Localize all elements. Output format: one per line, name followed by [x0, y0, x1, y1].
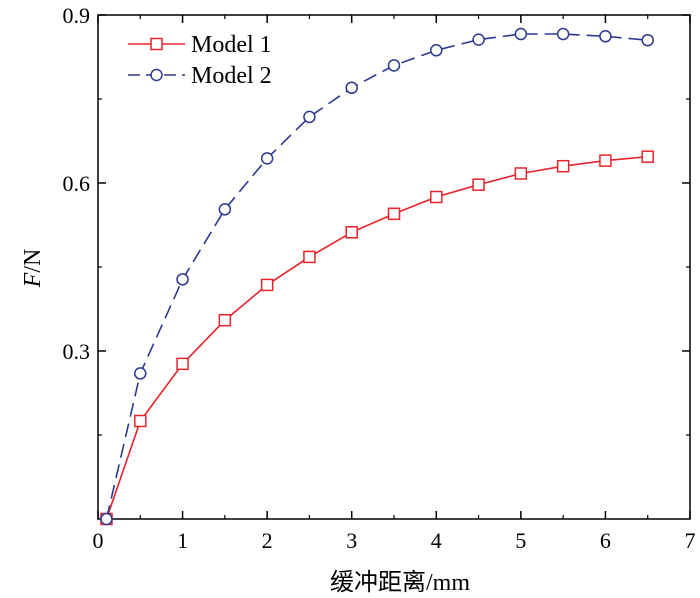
series-layer: [100, 27, 654, 526]
data-point-model-1: [176, 357, 189, 371]
data-point-model-2: [260, 152, 274, 165]
data-point-model-1: [345, 226, 358, 239]
legend-label-model-2: Model 2: [191, 63, 272, 89]
data-point-model-1: [430, 190, 443, 204]
x-tick-label: 6: [600, 528, 611, 553]
data-point-model-2: [303, 110, 316, 124]
legend: Model 1 Model 2: [128, 32, 272, 89]
x-tick-label: 2: [262, 528, 273, 553]
series-line-model-1: [105, 155, 648, 520]
data-point-model-1: [387, 207, 401, 221]
data-point-model-2: [472, 33, 485, 46]
data-point-model-2: [556, 27, 570, 41]
x-tick-label: 3: [346, 528, 357, 553]
data-point-model-1: [514, 167, 528, 180]
x-tick-label: 5: [515, 528, 526, 553]
data-point-model-2: [176, 273, 189, 286]
data-point-model-2: [218, 203, 232, 216]
data-point-model-1: [303, 250, 316, 264]
y-tick-label: 0.6: [63, 171, 91, 196]
data-point-model-1: [134, 414, 147, 428]
x-axis-title: 缓冲距离/mm: [330, 569, 470, 596]
legend-marker-model-2: [150, 68, 163, 82]
data-point-model-2: [641, 33, 654, 47]
legend-marker-model-1: [150, 37, 163, 51]
data-point-model-1: [599, 154, 612, 167]
data-point-model-2: [345, 81, 358, 95]
data-point-model-2: [599, 30, 612, 43]
data-point-model-2: [430, 44, 443, 57]
y-axis-title-variable: F: [20, 272, 46, 288]
data-point-model-1: [260, 278, 274, 292]
x-tick-label: 1: [177, 528, 188, 553]
data-point-model-2: [100, 512, 113, 526]
data-point-model-1: [472, 178, 485, 191]
y-axis-title-unit: /N: [20, 249, 46, 273]
axes-layer: 0 1 2 3 4 5 6 7 0.3 0.6 0.9: [63, 3, 696, 553]
y-tick-label: 0.9: [63, 3, 91, 28]
data-point-model-1: [556, 159, 570, 173]
x-tick-label: 7: [685, 528, 696, 553]
data-point-model-2: [134, 367, 147, 380]
data-point-model-2: [514, 27, 528, 41]
series-line-model-2: [105, 33, 648, 520]
legend-label-model-1: Model 1: [191, 32, 272, 58]
data-point-model-2: [387, 59, 401, 72]
x-tick-label: 0: [93, 528, 104, 553]
y-tick-label: 0.3: [63, 339, 91, 364]
data-point-model-1: [641, 150, 654, 163]
x-tick-label: 4: [431, 528, 442, 553]
y-axis-title: F/N: [20, 249, 46, 289]
data-point-model-1: [218, 313, 232, 327]
